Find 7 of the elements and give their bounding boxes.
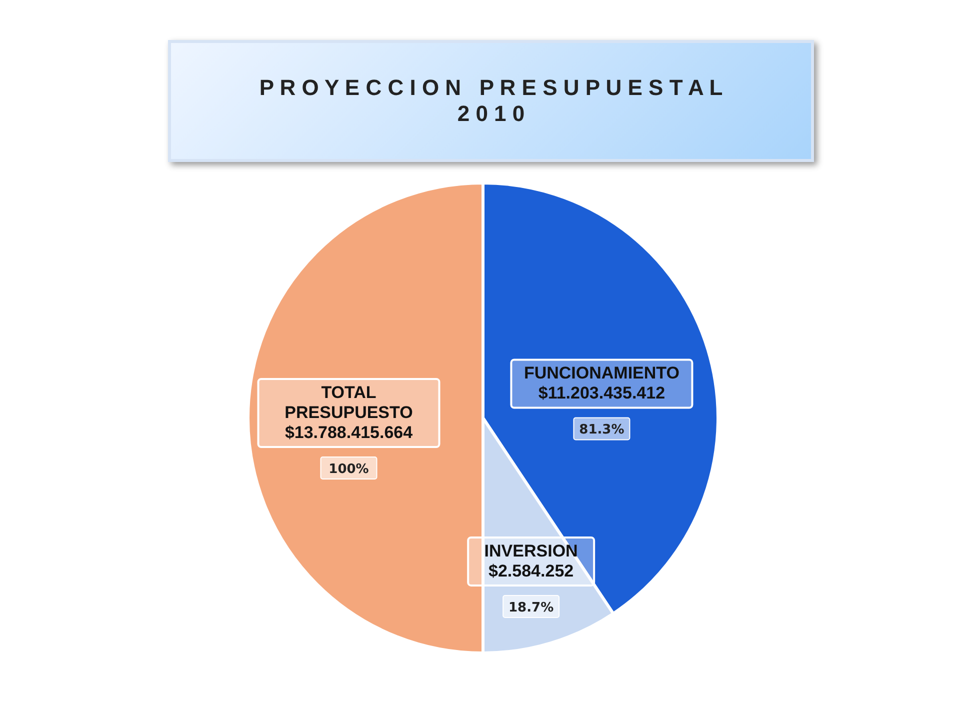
data-label: 100% — [328, 462, 369, 477]
slice-label: FUNCIONAMIENTO $11.203.435.412 — [524, 364, 680, 403]
data-label: 18.7% — [508, 600, 554, 616]
chart-title: P R O Y E C C I O N P R E S U P U E S T A L 2 0 1 0 — [259, 75, 723, 127]
slice-label: INVERSION $2.584.252 — [484, 541, 578, 580]
slice-label: TOTAL PRESUPUESTO $13.788.415.664 — [284, 383, 414, 442]
data-label: 81.3% — [579, 422, 624, 438]
